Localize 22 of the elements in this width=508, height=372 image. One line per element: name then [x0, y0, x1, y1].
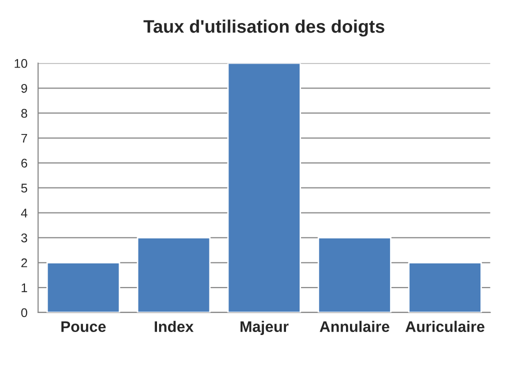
bar: [408, 262, 482, 312]
y-tick-label: 1: [22, 283, 28, 292]
y-tick-label: 5: [21, 184, 28, 193]
bar: [227, 63, 302, 312]
chart-title: Taux d'utilisation des doigts: [144, 20, 384, 37]
y-tick-label: 6: [21, 158, 28, 168]
y-tick-label: 4: [21, 208, 28, 218]
x-tick-label: Auriculaire: [405, 320, 484, 332]
bar: [136, 237, 211, 312]
x-tick-label: Majeur: [240, 320, 289, 336]
y-tick-label: 2: [21, 258, 28, 268]
bar: [318, 237, 392, 312]
y-tick-label: 8: [21, 108, 28, 118]
y-tick-label: 9: [21, 84, 28, 93]
x-tick-label: Pouce: [61, 321, 106, 332]
x-tick-label: Index: [154, 320, 194, 332]
y-tick-label: 3: [21, 234, 28, 242]
bar: [46, 262, 120, 312]
y-tick-label: 0: [21, 308, 28, 318]
x-tick-label: Annulaire: [320, 320, 390, 332]
y-tick-label: 7: [21, 134, 28, 143]
y-tick-label: 10: [14, 59, 28, 68]
